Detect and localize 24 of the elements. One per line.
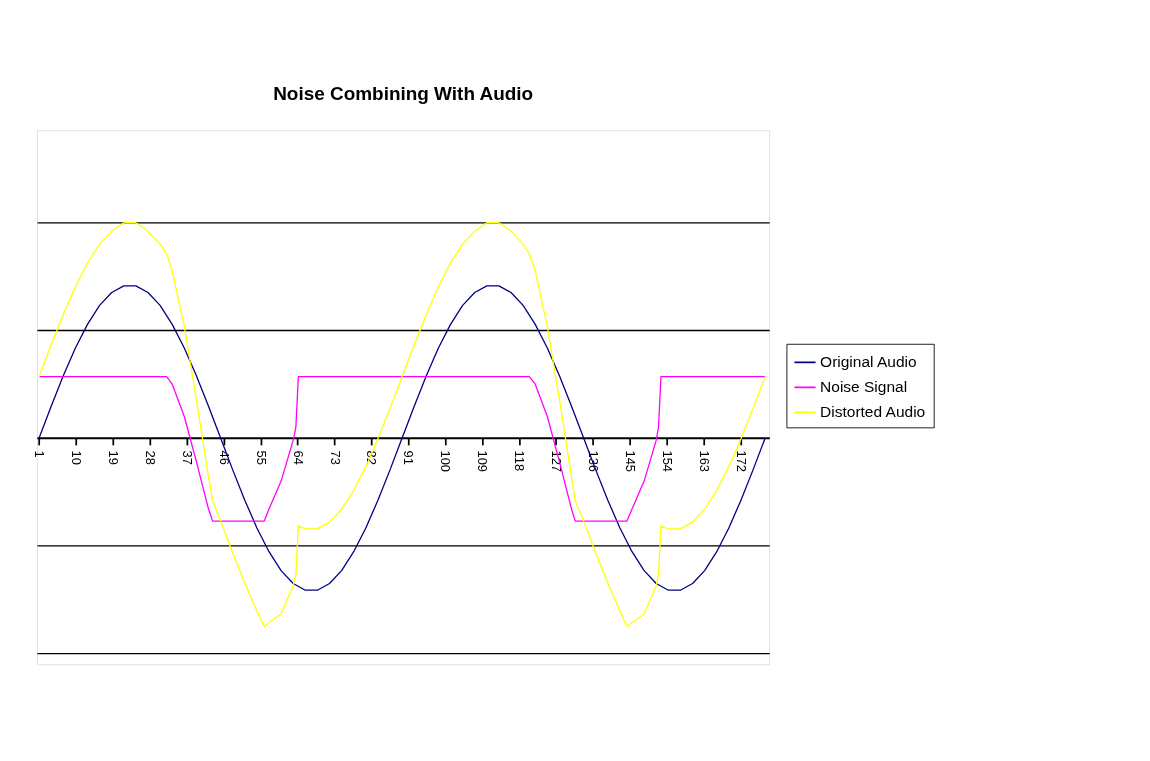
x-tick-label: 82 bbox=[364, 450, 380, 465]
x-tick-label: 46 bbox=[216, 450, 232, 465]
x-tick-label: 28 bbox=[142, 450, 158, 465]
x-tick-label: 55 bbox=[253, 450, 269, 465]
x-tick-label: 19 bbox=[106, 450, 122, 465]
x-tick-label: 100 bbox=[438, 450, 454, 473]
x-tick-label: 136 bbox=[585, 450, 601, 473]
x-tick-label: 118 bbox=[512, 450, 528, 472]
x-tick-label: 73 bbox=[327, 450, 343, 465]
x-tick-label: 1 bbox=[32, 450, 48, 458]
x-tick-label: 172 bbox=[733, 450, 749, 473]
x-tick-label: 109 bbox=[475, 450, 491, 473]
x-tick-label: 37 bbox=[179, 450, 195, 465]
chart-title: Noise Combining With Audio bbox=[273, 83, 534, 105]
x-tick-label: 127 bbox=[549, 450, 565, 473]
legend-label: Original Audio bbox=[820, 352, 917, 370]
x-tick-label: 145 bbox=[622, 450, 638, 473]
x-tick-label: 10 bbox=[69, 450, 85, 465]
x-tick-label: 154 bbox=[659, 450, 675, 473]
legend-label: Distorted Audio bbox=[820, 402, 926, 420]
legend-label: Noise Signal bbox=[820, 377, 908, 395]
x-tick-label: 64 bbox=[290, 450, 306, 465]
x-tick-label: 91 bbox=[401, 450, 417, 465]
x-tick-label: 163 bbox=[696, 450, 712, 473]
